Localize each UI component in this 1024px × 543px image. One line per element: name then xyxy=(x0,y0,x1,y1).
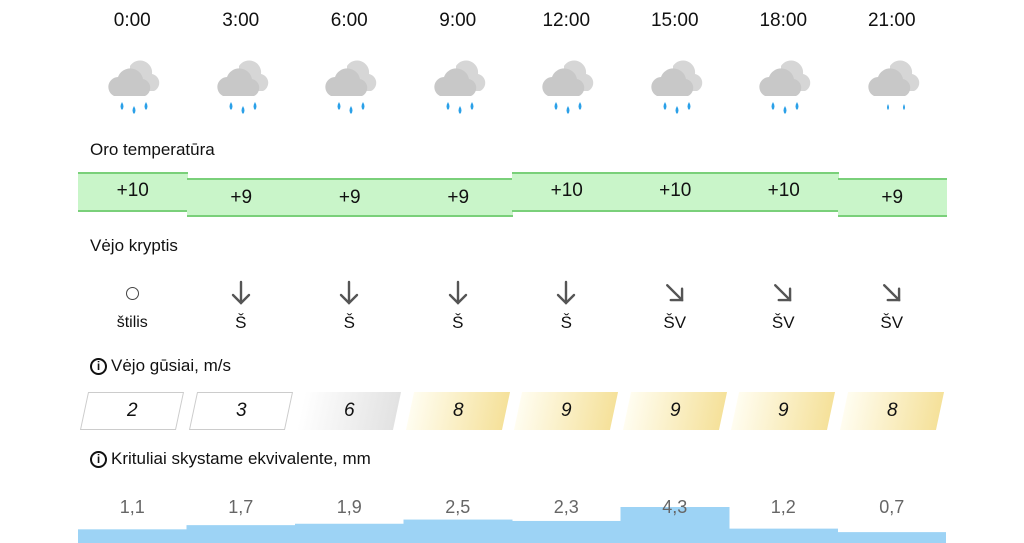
hour-label: 3:00 xyxy=(222,10,260,31)
wind-gust-cell: 3 xyxy=(187,392,296,430)
hour-label: 12:00 xyxy=(542,10,591,31)
precipitation-bars xyxy=(78,507,946,543)
wind-gust-cell: 9 xyxy=(729,392,838,430)
temperature-row: +10 +9 +9 +9 +10 +10 +10 +9 xyxy=(78,172,947,217)
temperature-cell: +10 xyxy=(620,172,730,212)
info-icon[interactable]: i xyxy=(90,450,107,468)
precipitation-bar xyxy=(729,528,838,543)
hour-label: 21:00 xyxy=(867,10,916,31)
cloud-rain-icon xyxy=(295,50,404,122)
precipitation-bar xyxy=(78,529,187,543)
wind-direction-value: ŠV xyxy=(880,313,904,332)
hour-label: 6:00 xyxy=(330,10,368,31)
arrow-down-icon xyxy=(295,276,404,310)
cloud-rain-icon xyxy=(512,50,621,122)
precipitation-bar xyxy=(837,532,946,543)
arrow-down-icon xyxy=(187,276,296,310)
hour-label: 15:00 xyxy=(650,10,699,31)
precipitation-value: 4,3 xyxy=(662,496,688,517)
temperature-cell: +9 xyxy=(403,178,513,217)
precipitation-value: 2,5 xyxy=(445,496,471,517)
arrow-down-icon xyxy=(404,276,513,310)
arrow-down-right-icon xyxy=(621,276,730,310)
precipitation-value: 1,1 xyxy=(119,496,145,517)
wind-direction-value: ŠV xyxy=(771,313,795,332)
precipitation-bar xyxy=(186,525,296,543)
temperature-cell: +10 xyxy=(78,172,188,212)
wind-gust-cell: 6 xyxy=(295,392,404,430)
wind-direction-label: Vėjo kryptis xyxy=(90,236,178,255)
wind-direction-value: Š xyxy=(452,313,464,332)
calm-icon xyxy=(78,276,187,310)
precipitation-heading: i Krituliai skystame ekvivalente, mm xyxy=(90,449,371,469)
precipitation-value: 1,7 xyxy=(228,496,254,517)
temperature-label: Oro temperatūra xyxy=(90,140,215,159)
hours-row: 0:00 3:00 6:00 9:00 12:00 15:00 18:00 21… xyxy=(78,10,946,32)
temperature-cell: +9 xyxy=(837,178,947,217)
precipitation-bar xyxy=(403,519,513,543)
hour-label: 18:00 xyxy=(759,10,808,31)
wind-gusts-label: Vėjo gūsiai, m/s xyxy=(111,356,231,375)
precipitation-value: 2,3 xyxy=(553,496,579,517)
wind-direction-value: Š xyxy=(235,313,247,332)
info-icon[interactable]: i xyxy=(90,357,107,375)
wind-gust-cell: 2 xyxy=(78,392,187,430)
wind-gust-cell: 9 xyxy=(621,392,730,430)
temperature-cell: +9 xyxy=(295,178,405,217)
temperature-cell: +9 xyxy=(186,178,296,217)
wind-gusts-heading: i Vėjo gūsiai, m/s xyxy=(90,356,231,376)
wind-arrows-row xyxy=(78,276,946,310)
precipitation-bar xyxy=(512,520,621,543)
precipitation-label: Krituliai skystame ekvivalente, mm xyxy=(111,449,371,468)
weather-icons-row xyxy=(78,50,946,122)
wind-direction-value: ŠV xyxy=(663,313,687,332)
cloud-rain-icon xyxy=(187,50,296,122)
cloud-rain-icon xyxy=(78,50,187,122)
precipitation-bar xyxy=(620,507,730,543)
precipitation-bar xyxy=(295,523,404,543)
forecast-panel: 0:00 3:00 6:00 9:00 12:00 15:00 18:00 21… xyxy=(70,0,947,543)
cloud-rain-icon xyxy=(404,50,513,122)
cloud-light-rain-icon xyxy=(838,50,947,122)
temperature-cell: +10 xyxy=(729,172,839,212)
precipitation-value: 0,7 xyxy=(879,496,905,517)
precipitation-value: 1,9 xyxy=(336,496,362,517)
arrow-down-icon xyxy=(512,276,621,310)
hour-label: 0:00 xyxy=(113,10,151,31)
wind-direction-value: Š xyxy=(343,313,355,332)
cloud-rain-icon xyxy=(621,50,730,122)
wind-direction-value: štilis xyxy=(116,314,148,331)
wind-gust-cell: 8 xyxy=(404,392,513,430)
wind-direction-value: Š xyxy=(560,313,572,332)
arrow-down-right-icon xyxy=(838,276,947,310)
arrow-down-right-icon xyxy=(729,276,838,310)
precipitation-values-row: 1,1 1,7 1,9 2,5 2,3 4,3 1,2 0,7 xyxy=(78,496,946,518)
cloud-rain-icon xyxy=(729,50,838,122)
precipitation-value: 1,2 xyxy=(770,496,796,517)
hour-label: 9:00 xyxy=(439,10,477,31)
wind-direction-labels-row: štilis Š Š Š Š ŠV ŠV ŠV xyxy=(78,312,946,334)
wind-gust-cell: 8 xyxy=(838,392,947,430)
wind-gust-cell: 9 xyxy=(512,392,621,430)
temperature-cell: +10 xyxy=(512,172,622,212)
